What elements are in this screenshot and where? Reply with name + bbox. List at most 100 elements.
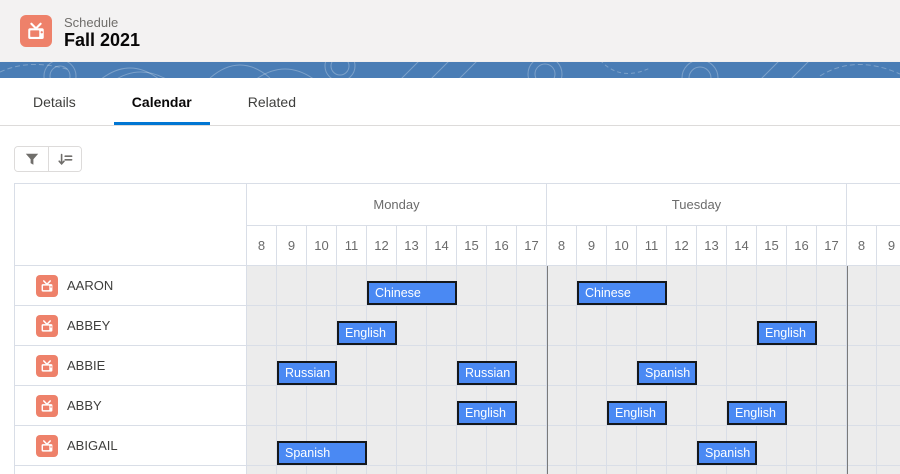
time-slot-cell	[247, 466, 277, 474]
hour-header: 14	[427, 226, 457, 266]
time-slot-cell	[877, 346, 900, 386]
time-slot-cell	[667, 426, 697, 466]
entity-label: Schedule	[64, 15, 119, 30]
time-slot-cell	[577, 426, 607, 466]
event-chinese[interactable]: Chinese	[367, 281, 457, 305]
time-slot-cell	[607, 466, 637, 474]
page-title: Fall 2021	[64, 30, 141, 50]
time-slot-cell	[547, 386, 577, 426]
resource-name: ABBY	[67, 398, 102, 413]
event-spanish[interactable]: Spanish	[697, 441, 757, 465]
time-slot-cell	[877, 466, 900, 474]
time-slot-cell	[427, 306, 457, 346]
event-english[interactable]: English	[757, 321, 817, 345]
time-slot-cell	[727, 466, 757, 474]
time-slot-cell	[847, 266, 877, 306]
tv-icon	[36, 394, 58, 417]
day-header	[847, 184, 900, 226]
time-slot-cell	[607, 426, 637, 466]
event-english[interactable]: English	[607, 401, 667, 425]
time-slot-cell	[307, 266, 337, 306]
sort-button[interactable]	[48, 147, 81, 171]
event-chinese[interactable]: Chinese	[577, 281, 667, 305]
time-slot-cell	[847, 426, 877, 466]
event-english[interactable]: English	[727, 401, 787, 425]
event-english[interactable]: English	[337, 321, 397, 345]
hour-header: 12	[367, 226, 397, 266]
time-slot-cell	[817, 306, 847, 346]
time-slot-cell	[517, 426, 547, 466]
hour-header: 15	[757, 226, 787, 266]
time-slot-cell	[457, 466, 487, 474]
hour-header: 11	[337, 226, 367, 266]
resource-name: AARON	[67, 278, 114, 293]
hour-header: 9	[277, 226, 307, 266]
tab-calendar[interactable]: Calendar	[113, 78, 210, 125]
band-pattern	[0, 62, 900, 78]
event-spanish[interactable]: Spanish	[637, 361, 697, 385]
time-slot-cell	[667, 266, 697, 306]
time-slot-cell	[787, 466, 817, 474]
hour-header: 16	[787, 226, 817, 266]
grid-corner-cell	[15, 184, 247, 266]
time-slot-cell	[787, 426, 817, 466]
time-slot-cell	[247, 266, 277, 306]
time-slot-cell	[397, 426, 427, 466]
time-slot-cell	[517, 306, 547, 346]
hour-header: 9	[577, 226, 607, 266]
time-slot-cell	[307, 466, 337, 474]
toolbar-button-group	[14, 146, 82, 172]
time-slot-cell	[667, 466, 697, 474]
event-russian[interactable]: Russian	[457, 361, 517, 385]
time-slot-cell	[337, 346, 367, 386]
time-slot-cell	[847, 346, 877, 386]
calendar-toolbar	[14, 146, 82, 172]
time-slot-cell	[787, 386, 817, 426]
time-slot-cell	[547, 466, 577, 474]
day-separator-line	[847, 266, 848, 474]
tab-related[interactable]: Related	[247, 93, 296, 110]
hour-header: 11	[637, 226, 667, 266]
resource-row-abbey: ABBEY	[15, 306, 247, 346]
sort-icon	[57, 153, 72, 165]
time-slot-cell	[877, 426, 900, 466]
time-slot-cell	[667, 306, 697, 346]
hour-header: 13	[697, 226, 727, 266]
tab-details[interactable]: Details	[33, 93, 76, 110]
time-slot-cell	[427, 386, 457, 426]
day-header-tuesday: Tuesday	[547, 184, 847, 226]
hour-header: 17	[817, 226, 847, 266]
time-slot-cell	[247, 386, 277, 426]
time-slot-cell	[367, 466, 397, 474]
time-slot-cell	[367, 386, 397, 426]
time-slot-cell	[307, 386, 337, 426]
resource-name: ABBEY	[67, 318, 111, 333]
time-slot-cell	[277, 386, 307, 426]
time-slot-cell	[877, 266, 900, 306]
hour-header: 12	[667, 226, 697, 266]
event-english[interactable]: English	[457, 401, 517, 425]
time-slot-cell	[247, 306, 277, 346]
filter-button[interactable]	[15, 147, 48, 171]
hour-header: 9	[877, 226, 900, 266]
time-slot-cell	[877, 386, 900, 426]
tv-icon	[36, 434, 58, 457]
time-slot-cell	[457, 426, 487, 466]
time-slot-cell	[397, 386, 427, 426]
record-header: Schedule Fall 2021	[0, 0, 900, 62]
event-spanish[interactable]: Spanish	[277, 441, 367, 465]
tv-icon	[36, 274, 58, 297]
time-slot-cell	[457, 306, 487, 346]
resource-name: ABBIE	[67, 358, 106, 373]
time-slot-cell	[637, 466, 667, 474]
time-slot-cell	[577, 466, 607, 474]
time-slot-cell	[427, 346, 457, 386]
time-slot-cell	[547, 306, 577, 346]
hour-header: 8	[247, 226, 277, 266]
time-slot-cell	[757, 466, 787, 474]
time-slot-cell	[847, 466, 877, 474]
event-russian[interactable]: Russian	[277, 361, 337, 385]
resource-row-abby: ABBY	[15, 386, 247, 426]
time-slot-cell	[277, 306, 307, 346]
hour-header: 8	[847, 226, 877, 266]
